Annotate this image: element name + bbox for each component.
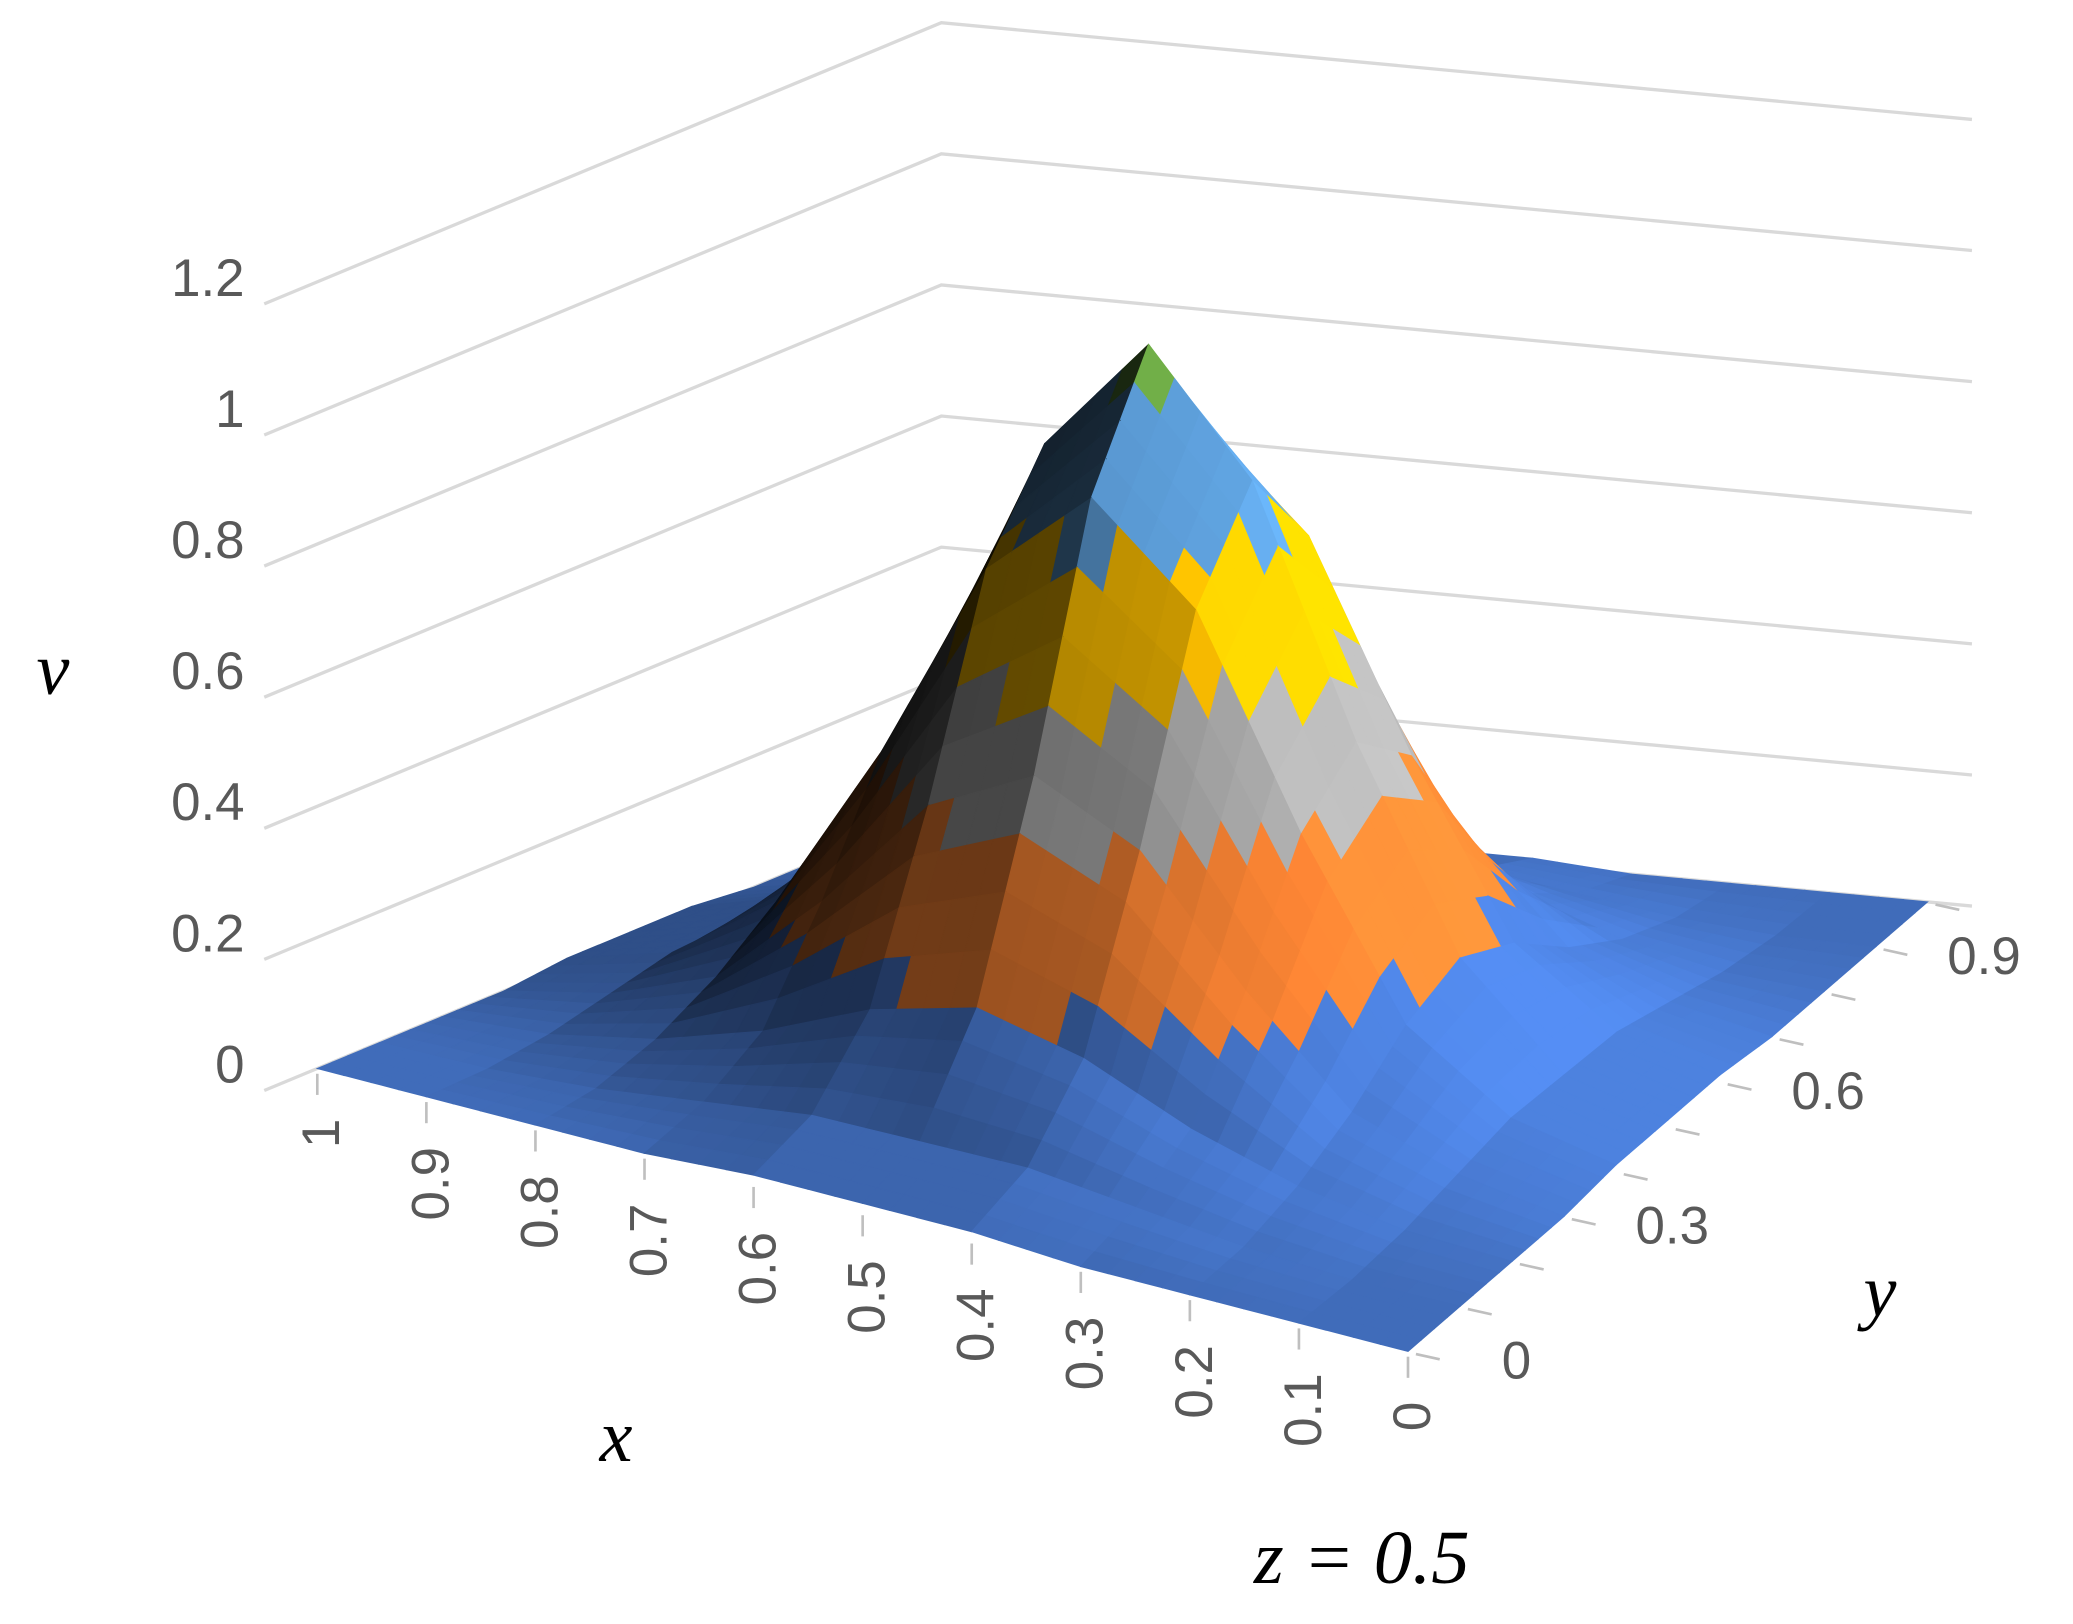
x-tick-label: 0.1 — [1274, 1373, 1333, 1447]
value-tick-label: 0.6 — [171, 642, 245, 701]
x-tick-label: 0.9 — [401, 1147, 460, 1221]
value-tick-label: 0.2 — [171, 904, 245, 963]
y-tick — [1623, 1172, 1648, 1181]
y-tick — [1935, 903, 1960, 912]
value-tick-label: 1 — [215, 380, 244, 439]
x-tick-label: 0.4 — [947, 1288, 1006, 1362]
y-tick — [1831, 993, 1856, 1002]
annotation: z = 0.5 — [1253, 1515, 1470, 1600]
surface-patch — [1379, 1332, 1423, 1352]
grid-line — [263, 283, 1973, 568]
x-tick-label: 0.8 — [510, 1175, 569, 1249]
y-tick — [1519, 1262, 1544, 1271]
axes: 0 0.2 0.4 0.6 0.8 1 1.2 0 0.1 0.2 0.3 0.4 0.5 0.6 0.7 0… — [171, 249, 2021, 1447]
y-tick-label: 0.3 — [1636, 1197, 1710, 1256]
y-axis-title: y — [1857, 1251, 1897, 1333]
y-tick-label: 0.6 — [1791, 1062, 1865, 1121]
value-tick-label: 0.8 — [171, 511, 245, 570]
x-tick-label: 0.5 — [838, 1260, 897, 1334]
grid-line — [263, 21, 1973, 306]
x-tick-label: 0 — [1383, 1402, 1442, 1431]
value-tick-label: 1.2 — [171, 249, 245, 308]
y-tick — [1675, 1128, 1700, 1136]
grid-line — [263, 545, 1973, 830]
surface — [315, 343, 1929, 1352]
y-tick — [1571, 1217, 1596, 1226]
x-tick-label: 0.2 — [1165, 1345, 1224, 1419]
y-tick — [1415, 1352, 1441, 1361]
walls — [263, 21, 1973, 1093]
y-tick — [1467, 1307, 1492, 1316]
value-tick-label: 0.4 — [171, 773, 245, 832]
x-tick-label: 0.6 — [728, 1232, 787, 1306]
grid-line — [263, 152, 1973, 437]
y-tick — [1883, 948, 1908, 957]
y-tick — [1779, 1038, 1804, 1046]
x-axis-title: x — [599, 1396, 633, 1478]
grid-line — [263, 414, 1973, 699]
y-tick-label: 0 — [1502, 1332, 1531, 1391]
x-tick-label: 1 — [292, 1119, 351, 1148]
x-tick-label: 0.7 — [619, 1204, 678, 1278]
y-tick — [1727, 1083, 1752, 1091]
value-axis-title: v — [36, 629, 69, 711]
y-tick-label: 0.9 — [1947, 927, 2021, 986]
value-tick-label: 0 — [215, 1035, 244, 1094]
x-tick-label: 0.3 — [1056, 1317, 1115, 1391]
